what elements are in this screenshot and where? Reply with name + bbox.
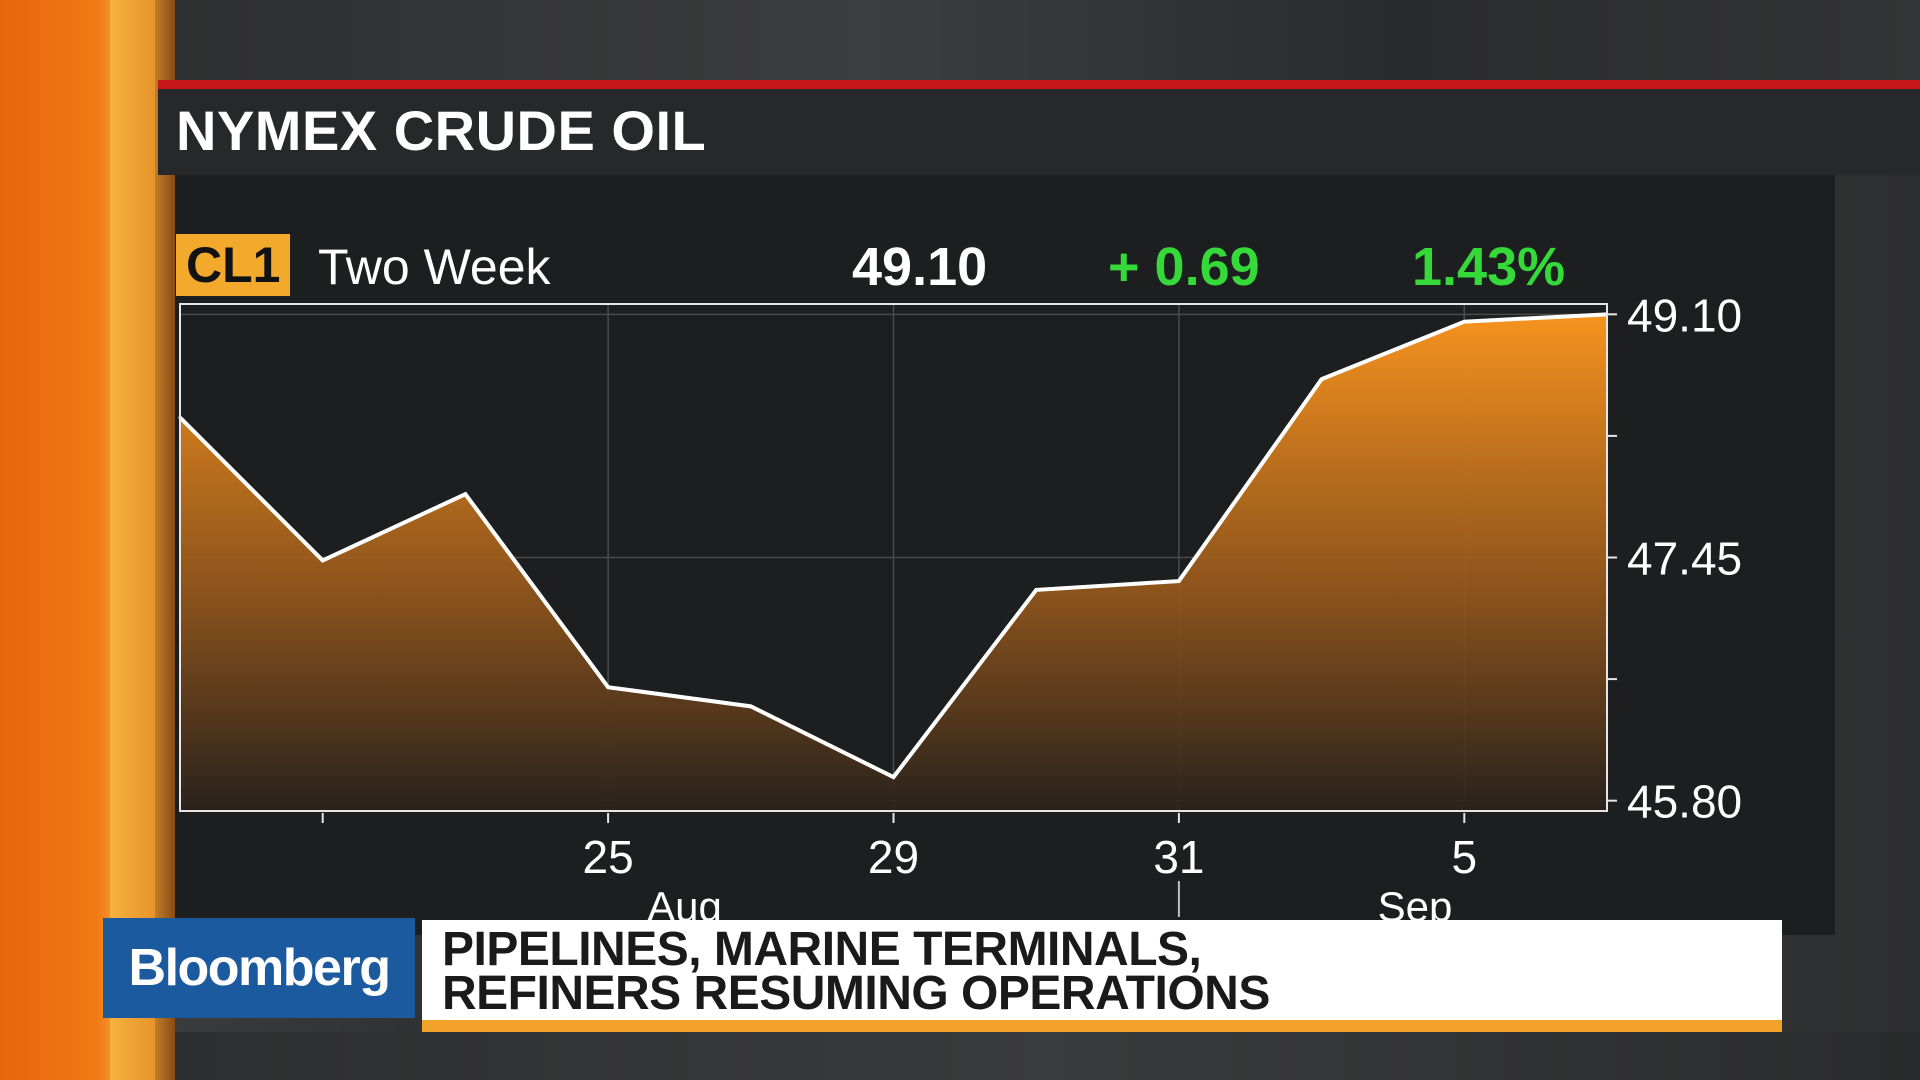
title-bar xyxy=(158,89,1920,175)
data-point-2017-08-28 xyxy=(749,704,753,708)
studio-orange-stripe xyxy=(110,0,155,1080)
footer-strip xyxy=(175,1032,1920,1080)
bloomberg-logo-box xyxy=(103,918,415,1018)
data-point-2017-09-05 xyxy=(1462,320,1466,324)
x-tick-label: 29 xyxy=(868,831,919,883)
chart-title: NYMEX CRUDE OIL xyxy=(176,99,707,162)
headline-box xyxy=(422,920,1782,1020)
bloomberg-logo: Bloomberg xyxy=(128,939,391,997)
x-tick-label: 5 xyxy=(1452,831,1478,883)
percent-change: 1.43% xyxy=(1412,237,1566,297)
ticker-badge: CL1 xyxy=(176,234,291,296)
y-tick-label: 49.10 xyxy=(1627,289,1742,341)
x-tick-label: 31 xyxy=(1153,831,1204,883)
data-point-2017-08-29 xyxy=(892,775,895,779)
title-red-rule xyxy=(158,80,1920,89)
studio-top-band xyxy=(175,0,1920,80)
data-point-2017-08-25 xyxy=(606,685,610,689)
data-point-2017-08-30 xyxy=(1034,588,1038,592)
last-price: 49.10 xyxy=(852,237,988,297)
headline-line-2: REFINERS RESUMING OPERATIONS xyxy=(442,967,1270,1020)
x-tick-label: 25 xyxy=(583,831,634,883)
headline-line-1: PIPELINES, MARINE TERMINALS, xyxy=(442,923,1202,976)
net-change: + 0.69 xyxy=(1108,237,1260,297)
data-point-2017-08-24 xyxy=(463,492,467,496)
y-tick-label: 47.45 xyxy=(1627,533,1742,585)
period-label: Two Week xyxy=(318,239,551,295)
price-area xyxy=(180,314,1607,811)
headline-underline xyxy=(422,1020,1782,1032)
data-point-2017-08-23 xyxy=(321,558,325,562)
y-tick-label: 45.80 xyxy=(1627,776,1742,828)
data-point-2017-09-01 xyxy=(1320,377,1324,381)
data-point-2017-08-31 xyxy=(1177,579,1181,583)
